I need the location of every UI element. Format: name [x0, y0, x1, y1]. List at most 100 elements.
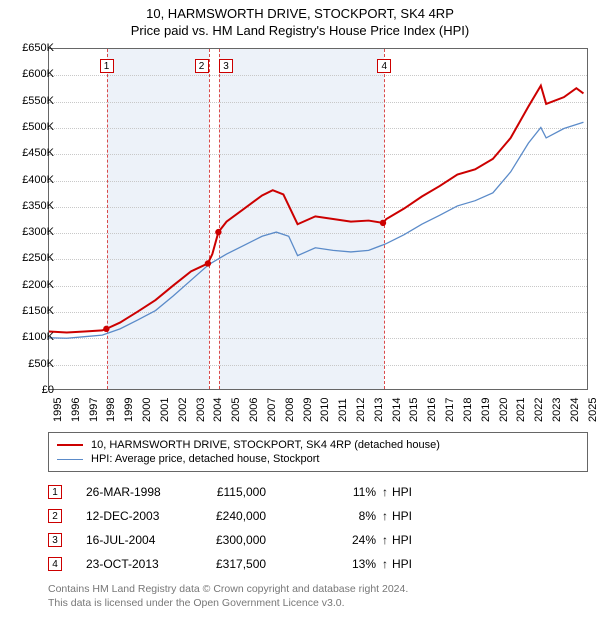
- sale-date: 26-MAR-1998: [86, 485, 216, 499]
- x-axis-label: 2023: [551, 398, 563, 422]
- sale-date: 23-OCT-2013: [86, 557, 216, 571]
- sales-table: 126-MAR-1998£115,00011%↑HPI212-DEC-2003£…: [48, 480, 412, 576]
- sale-dot: [215, 229, 221, 235]
- arrow-up-icon: ↑: [382, 557, 388, 571]
- sale-hpi-tag: HPI: [392, 533, 412, 547]
- arrow-up-icon: ↑: [382, 485, 388, 499]
- legend-row: 10, HARMSWORTH DRIVE, STOCKPORT, SK4 4RP…: [57, 439, 579, 451]
- y-axis-label: £450K: [10, 147, 54, 159]
- sale-hpi-tag: HPI: [392, 509, 412, 523]
- sale-index: 4: [48, 557, 62, 571]
- sale-row: 1 26-MAR-1998£115,00011% ↑ HPI: [48, 480, 412, 504]
- x-axis-label: 1999: [123, 398, 135, 422]
- series-property: [49, 86, 583, 333]
- x-axis-label: 2000: [141, 398, 153, 422]
- chart-container: 10, HARMSWORTH DRIVE, STOCKPORT, SK4 4RP…: [0, 0, 600, 620]
- x-axis-label: 2004: [212, 398, 224, 422]
- x-axis-label: 2007: [266, 398, 278, 422]
- x-axis-label: 2013: [373, 398, 385, 422]
- sale-index: 1: [48, 485, 62, 499]
- legend-label: HPI: Average price, detached house, Stoc…: [91, 453, 320, 465]
- legend-swatch: [57, 444, 83, 446]
- attribution: Contains HM Land Registry data © Crown c…: [48, 582, 408, 610]
- title-subtitle: Price paid vs. HM Land Registry's House …: [0, 23, 600, 38]
- chart-plot-area: 1 23 4: [48, 48, 588, 390]
- sale-row: 3 16-JUL-2004£300,00024% ↑ HPI: [48, 528, 412, 552]
- sale-pct: 8%: [326, 509, 376, 523]
- x-axis-label: 2014: [391, 398, 403, 422]
- x-axis-label: 2005: [230, 398, 242, 422]
- x-axis-label: 2020: [498, 398, 510, 422]
- y-axis-label: £650K: [10, 42, 54, 54]
- series-hpi: [49, 122, 583, 338]
- x-axis-label: 2002: [177, 398, 189, 422]
- attribution-line: Contains HM Land Registry data © Crown c…: [48, 582, 408, 596]
- y-axis-label: £300K: [10, 226, 54, 238]
- y-axis-label: £150K: [10, 305, 54, 317]
- x-axis-label: 2017: [444, 398, 456, 422]
- legend: 10, HARMSWORTH DRIVE, STOCKPORT, SK4 4RP…: [48, 432, 588, 472]
- x-axis-label: 2015: [408, 398, 420, 422]
- sale-row: 4 23-OCT-2013£317,50013% ↑ HPI: [48, 552, 412, 576]
- y-axis-label: £200K: [10, 279, 54, 291]
- x-axis-label: 2018: [462, 398, 474, 422]
- sale-hpi-tag: HPI: [392, 485, 412, 499]
- x-axis-label: 2024: [569, 398, 581, 422]
- y-axis-label: £600K: [10, 68, 54, 80]
- x-axis-label: 2010: [319, 398, 331, 422]
- sale-dot: [205, 260, 211, 266]
- x-axis-label: 2022: [533, 398, 545, 422]
- sale-marker-box: 1: [100, 59, 114, 73]
- sale-index: 2: [48, 509, 62, 523]
- x-axis-label: 1995: [52, 398, 64, 422]
- x-axis-label: 2012: [355, 398, 367, 422]
- x-axis-label: 2008: [284, 398, 296, 422]
- y-axis-label: £0: [10, 384, 54, 396]
- sale-date: 16-JUL-2004: [86, 533, 216, 547]
- legend-label: 10, HARMSWORTH DRIVE, STOCKPORT, SK4 4RP…: [91, 439, 440, 451]
- y-axis-label: £400K: [10, 174, 54, 186]
- attribution-line: This data is licensed under the Open Gov…: [48, 596, 408, 610]
- sale-date: 12-DEC-2003: [86, 509, 216, 523]
- title-block: 10, HARMSWORTH DRIVE, STOCKPORT, SK4 4RP…: [0, 0, 600, 38]
- y-axis-label: £500K: [10, 121, 54, 133]
- legend-swatch: [57, 459, 83, 460]
- x-axis-label: 2021: [515, 398, 527, 422]
- title-address: 10, HARMSWORTH DRIVE, STOCKPORT, SK4 4RP: [0, 6, 600, 21]
- x-axis-label: 2025: [587, 398, 599, 422]
- x-axis-label: 2001: [159, 398, 171, 422]
- x-axis-label: 1998: [105, 398, 117, 422]
- x-axis-label: 2006: [248, 398, 260, 422]
- y-axis-label: £100K: [10, 331, 54, 343]
- sale-marker-box: 2: [195, 59, 209, 73]
- legend-row: HPI: Average price, detached house, Stoc…: [57, 453, 579, 465]
- chart-svg: [49, 49, 587, 389]
- sale-dot: [380, 220, 386, 226]
- x-axis-label: 2009: [302, 398, 314, 422]
- y-axis-label: £50K: [10, 358, 54, 370]
- x-axis-label: 1996: [70, 398, 82, 422]
- x-axis-label: 1997: [88, 398, 100, 422]
- x-axis-label: 2019: [480, 398, 492, 422]
- y-axis-label: £350K: [10, 200, 54, 212]
- sale-pct: 24%: [326, 533, 376, 547]
- y-axis-label: £550K: [10, 95, 54, 107]
- sale-price: £300,000: [216, 533, 326, 547]
- sale-hpi-tag: HPI: [392, 557, 412, 571]
- sale-row: 2 12-DEC-2003£240,0008% ↑ HPI: [48, 504, 412, 528]
- sale-marker-box: 4: [377, 59, 391, 73]
- arrow-up-icon: ↑: [382, 533, 388, 547]
- x-axis-label: 2003: [195, 398, 207, 422]
- sale-marker-box: 3: [219, 59, 233, 73]
- x-axis-label: 2016: [426, 398, 438, 422]
- sale-price: £317,500: [216, 557, 326, 571]
- x-axis-label: 2011: [337, 398, 349, 422]
- sale-index: 3: [48, 533, 62, 547]
- sale-pct: 11%: [326, 485, 376, 499]
- y-axis-label: £250K: [10, 252, 54, 264]
- arrow-up-icon: ↑: [382, 509, 388, 523]
- sale-dot: [103, 326, 109, 332]
- sale-price: £240,000: [216, 509, 326, 523]
- sale-pct: 13%: [326, 557, 376, 571]
- sale-price: £115,000: [216, 485, 326, 499]
